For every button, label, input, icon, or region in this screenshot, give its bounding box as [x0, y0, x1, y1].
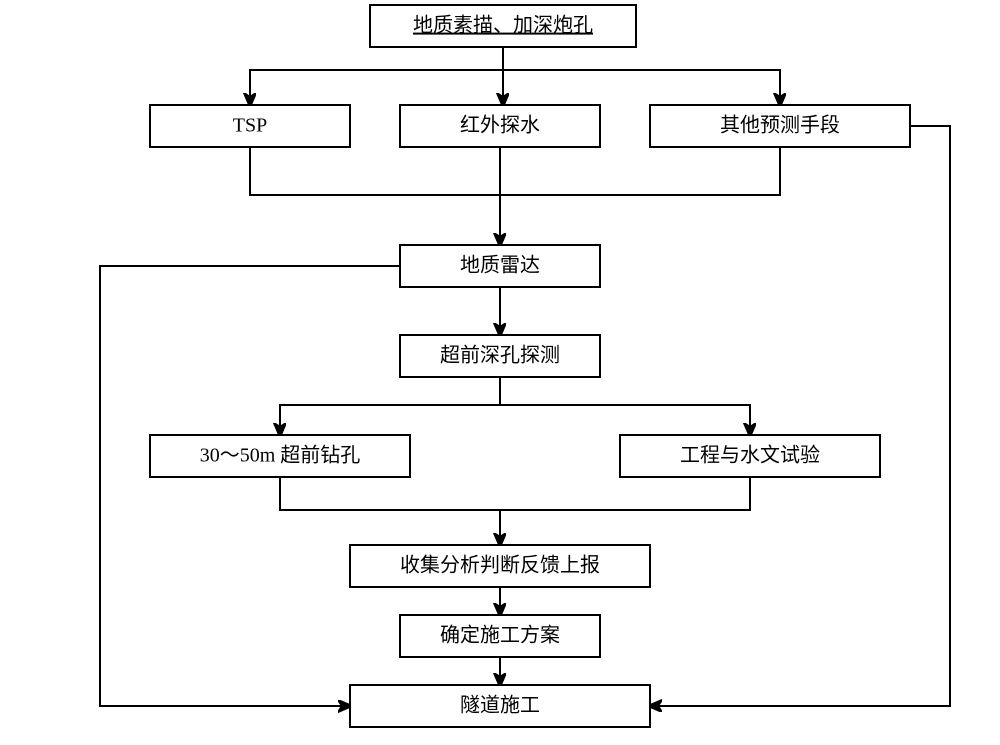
node-radar: 地质雷达 [400, 245, 600, 287]
node-label: 地质雷达 [460, 254, 540, 277]
edge [100, 266, 400, 706]
edge [500, 377, 750, 435]
node-label: 超前深孔探测 [440, 344, 560, 367]
node-label: 红外探水 [460, 114, 540, 137]
edge [250, 147, 500, 195]
node-label: 30～50m 超前钻孔 [200, 444, 361, 467]
node-label: 隧道施工 [460, 694, 540, 717]
node-collect: 收集分析判断反馈上报 [350, 545, 650, 587]
node-tsp: TSP [150, 105, 350, 147]
edge [503, 47, 780, 105]
node-infrared: 红外探水 [400, 105, 600, 147]
node-label: 工程与水文试验 [680, 444, 820, 467]
node-other: 其他预测手段 [650, 105, 910, 147]
node-label: 其他预测手段 [720, 114, 840, 137]
node-label: TSP [233, 115, 267, 137]
edge [500, 147, 780, 195]
node-top: 地质素描、加深炮孔 [370, 5, 636, 47]
node-hydro: 工程与水文试验 [620, 435, 880, 477]
edge [650, 126, 950, 706]
node-plan: 确定施工方案 [400, 615, 600, 657]
node-label: 地质素描、加深炮孔 [413, 14, 593, 37]
edge [500, 477, 750, 510]
node-advance: 超前深孔探测 [400, 335, 600, 377]
edge [280, 377, 500, 435]
node-label: 确定施工方案 [440, 624, 560, 647]
node-drill: 30～50m 超前钻孔 [150, 435, 410, 477]
node-construct: 隧道施工 [350, 685, 650, 727]
flowchart: 地质素描、加深炮孔 TSP 红外探水 其他预测手段地质雷达超前深孔探测 30～50m 超… [0, 0, 1000, 745]
edge [250, 47, 503, 105]
edge [280, 477, 500, 510]
node-label: 收集分析判断反馈上报 [400, 554, 600, 577]
